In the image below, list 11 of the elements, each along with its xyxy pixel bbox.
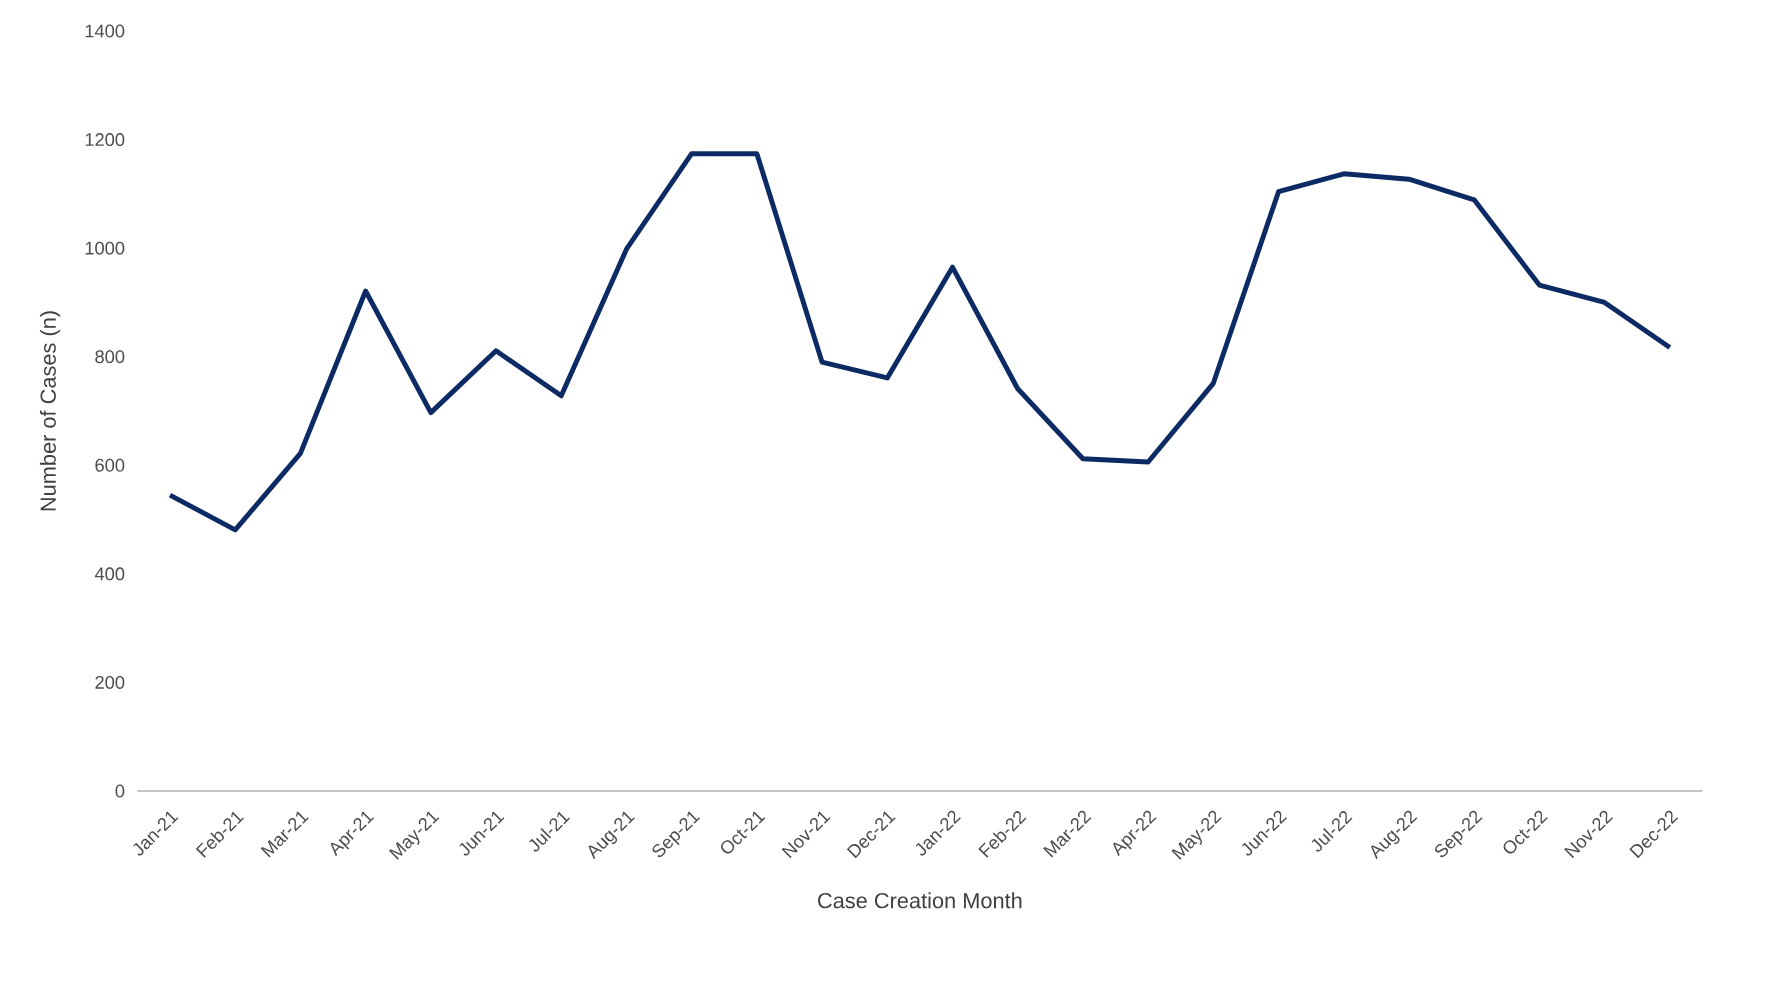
line-series: [167, 151, 1673, 533]
y-tick-label: 1000: [85, 241, 125, 255]
y-tick-label: 200: [95, 675, 125, 689]
y-tick-label: 400: [94, 567, 125, 581]
y-tick-label: 1200: [85, 133, 125, 147]
x-axis-title: Case Creation Month: [818, 892, 1022, 909]
y-tick-label: 600: [95, 458, 125, 472]
y-tick-label: 1400: [85, 24, 125, 38]
y-tick-label: 0: [115, 784, 125, 798]
y-tick-label: 800: [95, 350, 125, 364]
y-axis-title: Number of Cases (n): [39, 311, 61, 511]
